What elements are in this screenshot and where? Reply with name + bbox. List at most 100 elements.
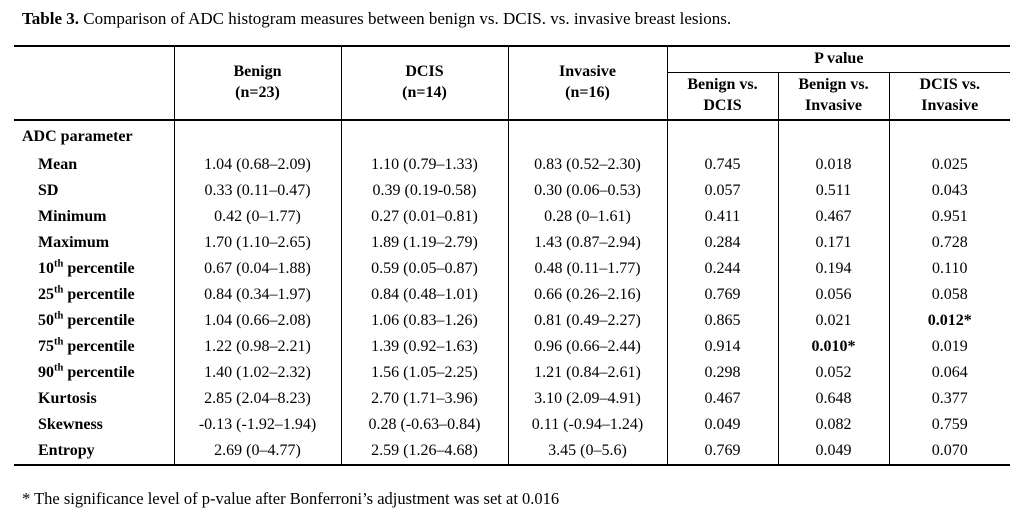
p-dcis-vs-invasive: 0.728 <box>888 230 1011 256</box>
row-label-text: 75 <box>38 338 54 355</box>
col-header-invasive-name: Invasive <box>559 63 616 81</box>
table-row-maximum: Maximum 1.70 (1.10–2.65) 1.89 (1.19–2.79… <box>14 230 1011 256</box>
p-benign-vs-invasive: 0.049 <box>777 438 889 465</box>
col-header-invasive-n: (n=16) <box>565 84 610 101</box>
section-row-adc-parameter: ADC parameter <box>14 120 1011 152</box>
row-label: Maximum <box>14 230 174 256</box>
benign-value: 0.84 (0.34–1.97) <box>173 282 341 308</box>
p-dcis-vs-invasive: 0.025 <box>888 152 1011 178</box>
benign-value: 1.70 (1.10–2.65) <box>173 230 341 256</box>
row-label-text: Entropy <box>38 442 95 459</box>
row-label: 75th percentile <box>14 334 174 360</box>
table-row-50th-percentile: 50th percentile 1.04 (0.66–2.08) 1.06 (0… <box>14 308 1011 334</box>
col-header-dcis-name: DCIS <box>405 63 444 81</box>
benign-value: 1.22 (0.98–2.21) <box>173 334 341 360</box>
dcis-value: 1.10 (0.79–1.33) <box>340 152 508 178</box>
benign-value: -0.13 (-1.92–1.94) <box>173 412 341 438</box>
p-dcis-vs-invasive: 0.377 <box>888 386 1011 412</box>
row-label-rest: percentile <box>63 338 135 355</box>
dcis-value: 1.89 (1.19–2.79) <box>340 230 508 256</box>
col-header-dcis-n: (n=14) <box>402 84 447 101</box>
col-header-benign-name: Benign <box>233 63 282 81</box>
table-caption: Table 3. Comparison of ADC histogram mea… <box>22 9 731 29</box>
dcis-value: 2.59 (1.26–4.68) <box>340 438 508 465</box>
row-label-sup: th <box>54 336 64 348</box>
row-label: 10th percentile <box>14 256 174 282</box>
invasive-value: 1.21 (0.84–2.61) <box>507 360 667 386</box>
p-benign-vs-invasive: 0.511 <box>777 178 889 204</box>
dcis-value: 0.27 (0.01–0.81) <box>340 204 508 230</box>
table-body: ADC parameter Mean 1.04 (0.68–2.09) 1.10… <box>14 120 1011 465</box>
p-value-group-header: P value <box>666 46 1011 73</box>
empty-cell <box>888 120 1011 152</box>
row-label-text: 50 <box>38 312 54 329</box>
p-benign-vs-dcis: 0.914 <box>666 334 778 360</box>
adc-comparison-table: Benign (n=23) DCIS (n=14) Invasive (n=16… <box>14 45 1011 466</box>
table-row-skewness: Skewness -0.13 (-1.92–1.94) 0.28 (-0.63–… <box>14 412 1011 438</box>
benign-value: 1.04 (0.68–2.09) <box>173 152 341 178</box>
benign-value: 0.67 (0.04–1.88) <box>173 256 341 282</box>
header-row-groups: Benign (n=23) DCIS (n=14) Invasive (n=16… <box>14 46 1011 120</box>
benign-value: 0.42 (0–1.77) <box>173 204 341 230</box>
p-benign-vs-invasive: 0.021 <box>777 308 889 334</box>
empty-cell <box>173 120 341 152</box>
row-label-sup: th <box>54 362 64 374</box>
header-row-subcolumns: Benign vs. DCIS Benign vs. Invasive DCIS… <box>14 72 1011 120</box>
dcis-value: 0.59 (0.05–0.87) <box>340 256 508 282</box>
empty-cell <box>340 120 508 152</box>
col-header-benign-vs-dcis-line2: DCIS <box>703 97 742 114</box>
col-header-invasive: Invasive (n=16) <box>507 46 667 120</box>
row-label-text: SD <box>38 182 59 199</box>
table-row-75th-percentile: 75th percentile 1.22 (0.98–2.21) 1.39 (0… <box>14 334 1011 360</box>
dcis-value: 0.84 (0.48–1.01) <box>340 282 508 308</box>
row-label-text: 10 <box>38 260 54 277</box>
table-row-10th-percentile: 10th percentile 0.67 (0.04–1.88) 0.59 (0… <box>14 256 1011 282</box>
corner-cell <box>14 46 174 120</box>
p-benign-vs-invasive-significant: 0.010* <box>777 334 889 360</box>
row-label-sup: th <box>54 284 64 296</box>
col-header-benign: Benign (n=23) <box>173 46 341 120</box>
benign-value: 1.40 (1.02–2.32) <box>173 360 341 386</box>
row-label: 25th percentile <box>14 282 174 308</box>
p-benign-vs-invasive: 0.648 <box>777 386 889 412</box>
p-dcis-vs-invasive: 0.070 <box>888 438 1011 465</box>
dcis-value: 0.39 (0.19-0.58) <box>340 178 508 204</box>
row-label-text: 25 <box>38 286 54 303</box>
invasive-value: 0.83 (0.52–2.30) <box>507 152 667 178</box>
invasive-value: 1.43 (0.87–2.94) <box>507 230 667 256</box>
col-header-benign-n: (n=23) <box>235 84 280 101</box>
table-row-entropy: Entropy 2.69 (0–4.77) 2.59 (1.26–4.68) 3… <box>14 438 1011 465</box>
dcis-value: 1.39 (0.92–1.63) <box>340 334 508 360</box>
p-dcis-vs-invasive-significant: 0.012* <box>888 308 1011 334</box>
row-label: Entropy <box>14 438 174 465</box>
p-benign-vs-dcis: 0.411 <box>666 204 778 230</box>
p-benign-vs-invasive: 0.056 <box>777 282 889 308</box>
row-label: Kurtosis <box>14 386 174 412</box>
table-caption-number: Table 3. <box>22 9 80 28</box>
p-benign-vs-dcis: 0.467 <box>666 386 778 412</box>
benign-value: 0.33 (0.11–0.47) <box>173 178 341 204</box>
invasive-value: 3.10 (2.09–4.91) <box>507 386 667 412</box>
p-benign-vs-invasive: 0.467 <box>777 204 889 230</box>
significance-footnote: * The significance level of p-value afte… <box>22 489 560 508</box>
p-dcis-vs-invasive: 0.058 <box>888 282 1011 308</box>
table-row-minimum: Minimum 0.42 (0–1.77) 0.27 (0.01–0.81) 0… <box>14 204 1011 230</box>
benign-value: 1.04 (0.66–2.08) <box>173 308 341 334</box>
row-label-text: Minimum <box>38 208 107 225</box>
invasive-value: 0.11 (-0.94–1.24) <box>507 412 667 438</box>
row-label: Skewness <box>14 412 174 438</box>
dcis-value: 2.70 (1.71–3.96) <box>340 386 508 412</box>
p-benign-vs-dcis: 0.769 <box>666 438 778 465</box>
dcis-value: 1.56 (1.05–2.25) <box>340 360 508 386</box>
invasive-value: 0.48 (0.11–1.77) <box>507 256 667 282</box>
p-dcis-vs-invasive: 0.064 <box>888 360 1011 386</box>
table-row-25th-percentile: 25th percentile 0.84 (0.34–1.97) 0.84 (0… <box>14 282 1011 308</box>
p-benign-vs-dcis: 0.298 <box>666 360 778 386</box>
col-header-benign-vs-dcis: Benign vs. DCIS <box>666 72 778 120</box>
row-label-rest: percentile <box>63 312 135 329</box>
p-benign-vs-dcis: 0.049 <box>666 412 778 438</box>
row-label: 90th percentile <box>14 360 174 386</box>
p-benign-vs-invasive: 0.194 <box>777 256 889 282</box>
row-label-sup: th <box>54 310 64 322</box>
